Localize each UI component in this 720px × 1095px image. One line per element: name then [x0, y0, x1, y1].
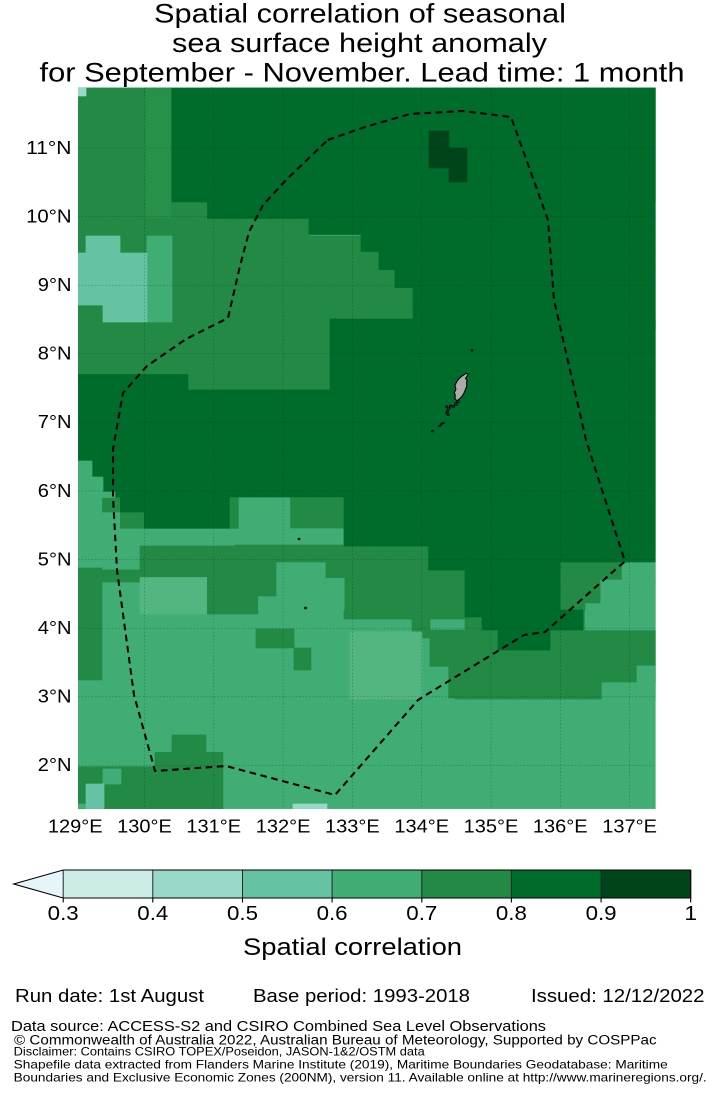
svg-text:10°N: 10°N — [26, 206, 71, 226]
svg-text:0.6: 0.6 — [317, 903, 348, 925]
svg-text:129°E: 129°E — [48, 816, 103, 836]
svg-text:Spatial correlation: Spatial correlation — [243, 934, 462, 961]
svg-text:137°E: 137°E — [602, 816, 657, 836]
svg-text:Shapefile data extracted from: Shapefile data extracted from Flanders M… — [14, 1057, 668, 1071]
svg-text:136°E: 136°E — [533, 816, 588, 836]
svg-text:Issued: 12/12/2022: Issued: 12/12/2022 — [531, 986, 705, 1006]
svg-text:Run date: 1st August: Run date: 1st August — [15, 986, 204, 1006]
svg-text:sea surface height anomaly: sea surface height anomaly — [172, 28, 548, 58]
svg-text:5°N: 5°N — [38, 549, 72, 569]
svg-text:Base period: 1993-2018: Base period: 1993-2018 — [253, 986, 470, 1006]
svg-text:© Commonwealth of Australia 20: © Commonwealth of Australia 2022, Austra… — [14, 1033, 657, 1048]
svg-text:Boundaries and Exclusive Econo: Boundaries and Exclusive Economic Zones … — [14, 1070, 707, 1084]
svg-text:134°E: 134°E — [394, 816, 449, 836]
svg-text:0.3: 0.3 — [48, 903, 79, 925]
svg-text:4°N: 4°N — [38, 618, 72, 638]
svg-text:Spatial correlation of seasona: Spatial correlation of seasonal — [154, 0, 566, 29]
svg-text:Disclaimer: Contains CSIRO TOP: Disclaimer: Contains CSIRO TOPEX/Poseido… — [14, 1045, 425, 1059]
svg-text:132°E: 132°E — [256, 816, 311, 836]
svg-text:130°E: 130°E — [117, 816, 172, 836]
svg-text:0.9: 0.9 — [586, 903, 617, 925]
svg-text:Data source: ACCESS-S2 and CSI: Data source: ACCESS-S2 and CSIRO Combine… — [11, 1018, 546, 1035]
svg-text:135°E: 135°E — [464, 816, 519, 836]
svg-text:3°N: 3°N — [38, 687, 72, 707]
svg-text:2°N: 2°N — [38, 755, 72, 775]
svg-text:133°E: 133°E — [325, 816, 380, 836]
svg-text:0.7: 0.7 — [406, 903, 437, 925]
svg-text:1: 1 — [684, 903, 697, 925]
svg-text:0.8: 0.8 — [496, 903, 527, 925]
svg-text:8°N: 8°N — [38, 344, 72, 364]
svg-text:11°N: 11°N — [26, 138, 71, 158]
svg-text:0.4: 0.4 — [137, 903, 168, 925]
svg-text:6°N: 6°N — [38, 481, 72, 501]
svg-text:9°N: 9°N — [38, 275, 72, 295]
svg-text:7°N: 7°N — [38, 412, 72, 432]
svg-text:0.5: 0.5 — [227, 903, 258, 925]
svg-text:131°E: 131°E — [186, 816, 241, 836]
svg-text:for September - November. Lead: for September - November. Lead time: 1 m… — [40, 58, 685, 88]
